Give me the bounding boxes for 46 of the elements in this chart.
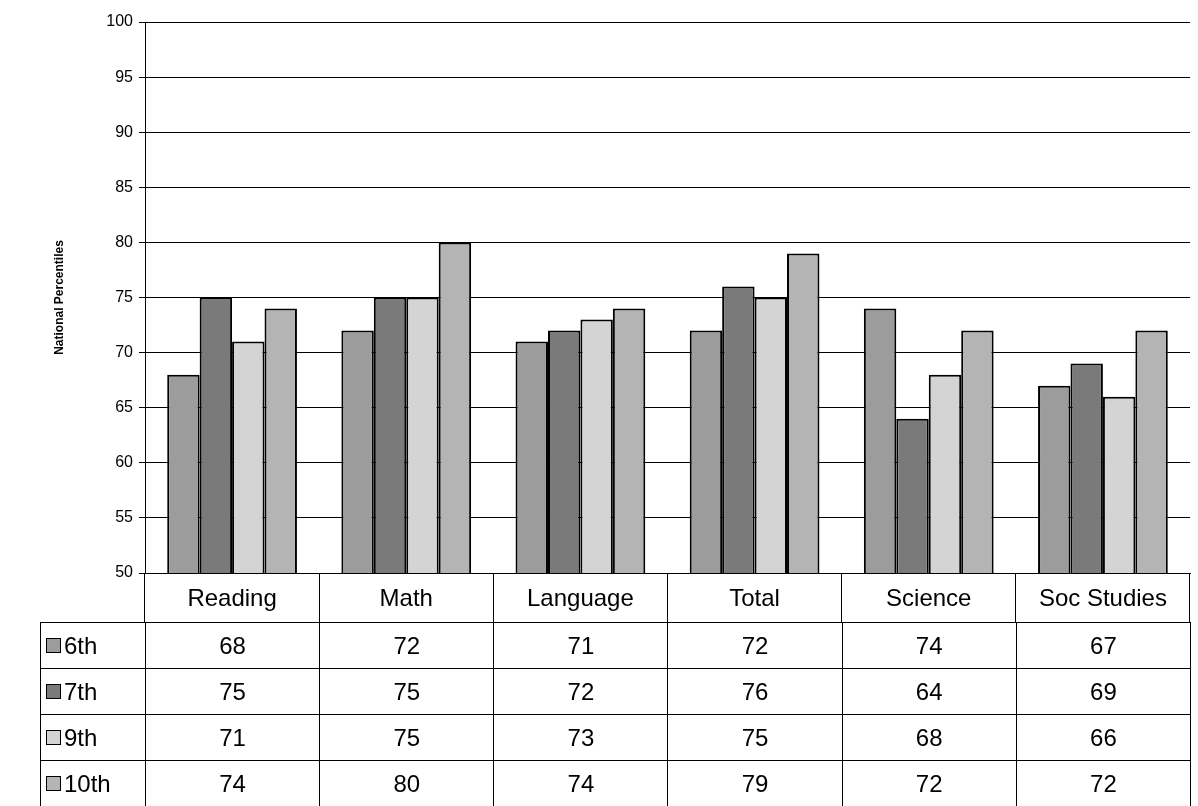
legend-label: 7th [40,668,146,715]
x-tick-label: Total [729,584,780,612]
y-tick-label: 70 [115,343,134,361]
data-label: 80 [319,760,494,806]
y-tick-label: 55 [115,508,134,526]
data-label: 73 [493,714,668,761]
data-label: 71 [493,622,668,669]
y-tick-label: 90 [115,122,134,140]
x-tick-label: Science [886,584,972,612]
data-label: 76 [667,668,843,715]
data-label: 72 [493,668,668,715]
y-tick-label: 100 [106,12,134,30]
data-label: 72 [319,622,494,669]
x-tick-label: Math [379,584,433,612]
data-label: 72 [667,622,843,669]
y-tick-label: 75 [115,287,134,305]
data-label: 69 [1016,668,1191,715]
x-tick-label: Soc Studies [1038,584,1167,612]
y-tick-label: 95 [115,67,134,85]
legend-label: 6th [40,622,146,669]
legend-label: 9th [40,714,146,761]
data-label: 71 [145,714,320,761]
y-axis-title: National Percentiles [51,239,66,355]
data-label: 75 [667,714,843,761]
data-label: 79 [667,760,843,806]
y-tick-label: 60 [115,453,134,471]
data-label: 64 [842,668,1017,715]
data-label: 75 [319,714,494,761]
data-label: 75 [145,668,320,715]
x-tick-label: Reading [187,584,277,612]
legend-label: 10th [40,760,146,806]
y-tick-label: 50 [115,563,134,581]
data-label: 72 [1016,760,1191,806]
data-label: 74 [145,760,320,806]
data-label: 67 [1016,622,1191,669]
data-label: 66 [1016,714,1191,761]
x-tick-label: Language [527,584,634,612]
data-label: 72 [842,760,1017,806]
y-tick-label: 85 [115,177,134,195]
data-label: 74 [842,622,1017,669]
data-label: 68 [145,622,320,669]
y-tick-label: 80 [115,232,134,250]
data-label: 68 [842,714,1017,761]
data-label: 75 [319,668,494,715]
data-label: 74 [493,760,668,806]
y-tick-label: 65 [115,398,134,416]
